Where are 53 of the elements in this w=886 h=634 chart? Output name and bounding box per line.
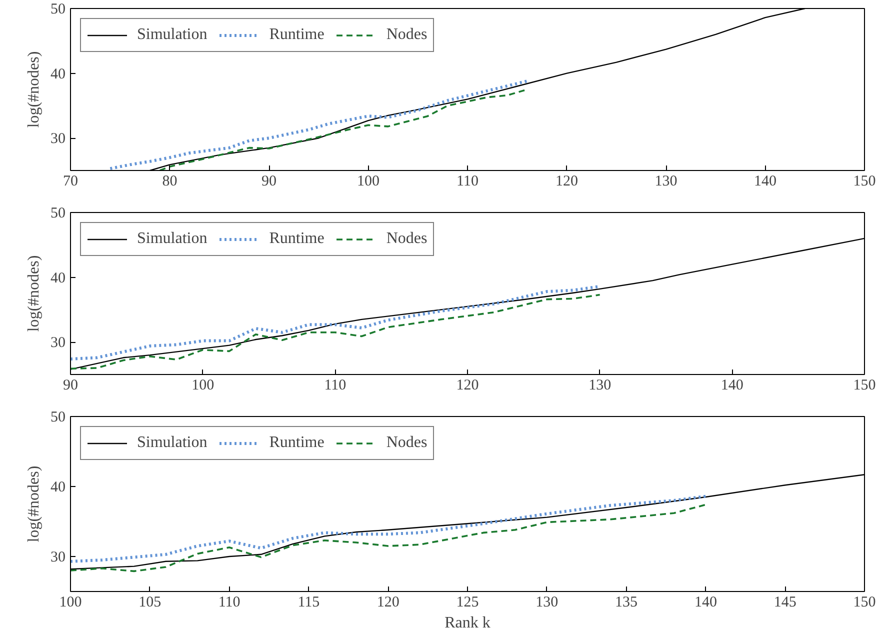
x-tick-label: 150: [853, 378, 876, 394]
x-tick-label: 90: [63, 378, 78, 394]
y-tick-label: 40: [50, 66, 66, 82]
x-tick-label: 110: [324, 378, 346, 394]
x-tick-label: 150: [853, 174, 876, 190]
y-tick-label: 30: [50, 335, 66, 352]
y-tick-label: 30: [50, 131, 66, 148]
x-tick-label: 100: [192, 378, 214, 394]
x-tick-label: 120: [556, 174, 578, 190]
y-tick-label: 30: [50, 550, 66, 566]
y-axis-title: log(#nodes): [26, 255, 42, 332]
legend-label: Runtime: [269, 434, 324, 452]
x-tick-label: 110: [218, 594, 240, 610]
y-tick-label: 50: [50, 2, 66, 18]
x-tick-label: 135: [615, 594, 638, 610]
y-tick-label: 50: [50, 206, 66, 222]
legend-label: Nodes: [386, 230, 428, 248]
x-tick-label: 120: [376, 594, 400, 610]
legend-label: Nodes: [386, 434, 428, 452]
x-tick-label: 120: [456, 378, 479, 394]
x-tick-label: 90: [262, 174, 276, 190]
x-tick-label: 125: [456, 594, 479, 610]
line-series: [70, 504, 707, 572]
y-tick-label: 40: [50, 270, 66, 286]
line-series: [108, 80, 529, 170]
x-tick-label: 100: [59, 594, 82, 610]
x-tick-label: 130: [588, 378, 612, 394]
legend-label: Simulation: [137, 26, 208, 44]
x-tick-label: 130: [536, 594, 558, 610]
legend-label: Simulation: [137, 434, 208, 452]
y-axis-title: log(#nodes): [26, 51, 42, 128]
x-axis-title: Rank k: [444, 614, 490, 632]
legend-label: Runtime: [269, 230, 324, 248]
x-tick-label: 140: [720, 378, 744, 394]
x-tick-label: 80: [162, 174, 178, 190]
legend-label: Simulation: [137, 230, 208, 248]
x-tick-label: 110: [456, 174, 478, 190]
line-series: [70, 294, 601, 370]
x-tick-label: 130: [654, 174, 678, 190]
x-tick-label: 105: [138, 594, 162, 610]
x-tick-label: 115: [298, 594, 320, 610]
x-tick-label: 100: [357, 174, 380, 190]
x-tick-label: 140: [694, 594, 717, 610]
legend-label: Runtime: [269, 26, 324, 44]
y-axis-title: log(#nodes): [26, 466, 42, 542]
x-tick-label: 145: [774, 594, 796, 610]
line-series: [70, 494, 708, 563]
y-tick-label: 50: [50, 410, 66, 426]
x-tick-label: 70: [63, 174, 78, 190]
y-tick-label: 40: [50, 480, 66, 496]
legend-label: Nodes: [386, 26, 428, 44]
x-tick-label: 140: [754, 174, 776, 190]
x-tick-label: 150: [853, 594, 876, 610]
